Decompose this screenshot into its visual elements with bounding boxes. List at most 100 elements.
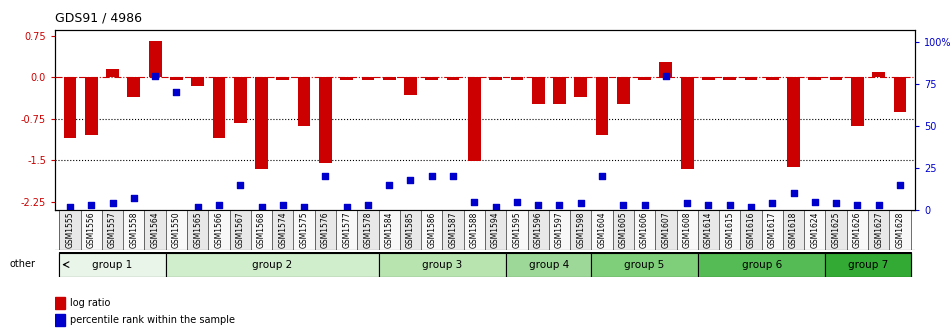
Text: GSM1624: GSM1624	[810, 211, 819, 248]
Point	[531, 202, 546, 208]
Bar	[165, 210, 187, 250]
Bar	[719, 210, 740, 250]
Text: GSM1625: GSM1625	[831, 211, 841, 248]
Bar	[592, 210, 613, 250]
Bar	[762, 210, 783, 250]
Bar	[357, 210, 378, 250]
Bar	[191, 77, 204, 86]
Bar	[489, 77, 502, 80]
Point	[765, 201, 780, 206]
Bar	[868, 210, 889, 250]
Bar	[106, 69, 119, 77]
Point	[63, 204, 78, 209]
Bar	[851, 77, 864, 126]
Bar	[144, 210, 165, 250]
Text: GSM1574: GSM1574	[278, 211, 287, 248]
Point	[722, 202, 737, 208]
Text: other: other	[10, 259, 35, 269]
Text: GSM1618: GSM1618	[789, 211, 798, 248]
Point	[84, 202, 99, 208]
Text: GSM1578: GSM1578	[364, 211, 372, 248]
Bar	[272, 210, 294, 250]
Text: GSM1615: GSM1615	[725, 211, 734, 248]
Bar	[149, 41, 162, 77]
Bar	[340, 77, 353, 80]
Point	[317, 174, 332, 179]
Point	[296, 204, 312, 209]
Bar	[826, 210, 846, 250]
Bar	[592, 253, 698, 277]
Bar	[638, 77, 651, 80]
Point	[616, 202, 631, 208]
Text: group 3: group 3	[423, 260, 463, 269]
Bar	[230, 210, 251, 250]
Point	[892, 182, 907, 187]
Bar	[127, 77, 141, 97]
Bar	[894, 77, 906, 112]
Point	[190, 204, 205, 209]
Point	[211, 202, 226, 208]
Point	[424, 174, 439, 179]
Point	[637, 202, 653, 208]
Text: GSM1595: GSM1595	[512, 211, 522, 248]
Bar	[570, 210, 592, 250]
Bar	[808, 77, 821, 80]
Bar	[251, 210, 272, 250]
Bar	[676, 210, 698, 250]
Bar	[846, 210, 868, 250]
Bar	[404, 77, 417, 95]
Text: GSM1588: GSM1588	[470, 211, 479, 248]
Point	[552, 202, 567, 208]
Text: group 5: group 5	[624, 260, 665, 269]
Text: percentile rank within the sample: percentile rank within the sample	[70, 315, 235, 325]
Point	[169, 90, 184, 95]
Bar	[634, 210, 656, 250]
Bar	[336, 210, 357, 250]
Bar	[443, 210, 464, 250]
Bar	[484, 210, 506, 250]
Text: group 2: group 2	[252, 260, 293, 269]
Text: group 4: group 4	[529, 260, 569, 269]
Point	[382, 182, 397, 187]
Bar	[102, 210, 124, 250]
Point	[488, 204, 504, 209]
Bar	[464, 210, 485, 250]
Bar	[297, 77, 311, 126]
Text: GSM1627: GSM1627	[874, 211, 884, 248]
Bar	[510, 77, 523, 80]
Bar	[64, 77, 76, 138]
Point	[679, 201, 694, 206]
Bar	[294, 210, 314, 250]
Bar	[362, 77, 374, 80]
Point	[466, 199, 482, 204]
Bar	[55, 314, 66, 326]
Point	[850, 202, 865, 208]
Bar	[783, 210, 805, 250]
Bar	[506, 253, 592, 277]
Bar	[527, 210, 549, 250]
Text: GSM1557: GSM1557	[108, 211, 117, 248]
Text: group 1: group 1	[92, 260, 133, 269]
Text: GSM1606: GSM1606	[640, 211, 649, 248]
Bar	[656, 210, 676, 250]
Bar	[55, 297, 66, 309]
Bar	[805, 210, 826, 250]
Text: GSM1550: GSM1550	[172, 211, 180, 248]
Point	[147, 73, 162, 78]
Bar	[723, 77, 736, 80]
Bar	[681, 77, 694, 169]
Text: GSM1577: GSM1577	[342, 211, 352, 248]
Text: GSM1556: GSM1556	[86, 211, 96, 248]
Text: GSM1568: GSM1568	[257, 211, 266, 248]
Bar	[788, 77, 800, 167]
Bar	[549, 210, 570, 250]
Point	[573, 201, 588, 206]
Bar	[234, 77, 247, 123]
Text: GSM1605: GSM1605	[618, 211, 628, 248]
Text: GSM1617: GSM1617	[768, 211, 777, 248]
Point	[233, 182, 248, 187]
Bar	[745, 77, 757, 80]
Point	[126, 196, 142, 201]
Point	[808, 199, 823, 204]
Bar	[575, 77, 587, 97]
